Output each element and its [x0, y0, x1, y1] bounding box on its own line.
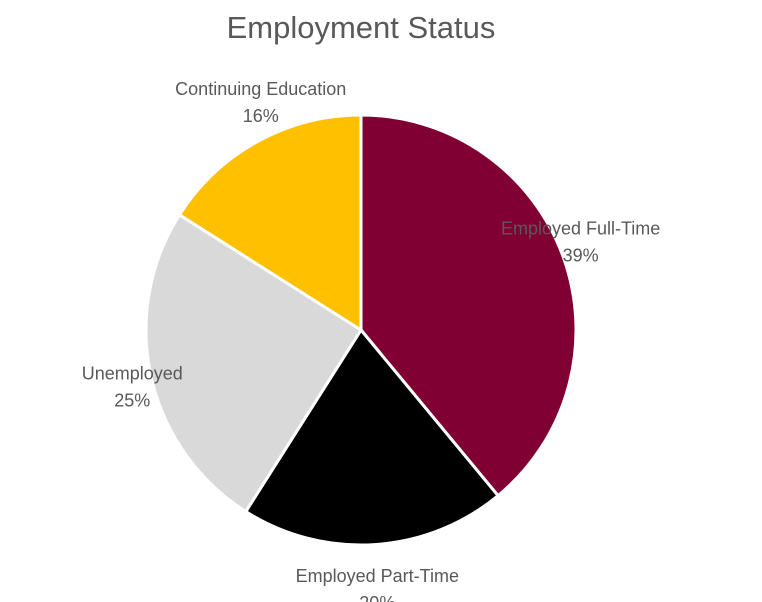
slice-label: Continuing Education [175, 79, 346, 99]
slice-label: Unemployed [82, 363, 183, 383]
slice-value-label: 25% [114, 390, 150, 410]
slice-label: Employed Full-Time [501, 219, 660, 239]
slice-value-label: 39% [563, 246, 599, 266]
pie-slice [177, 113, 363, 333]
slice-value-label: 20% [359, 593, 395, 602]
pie-slice [359, 113, 578, 498]
chart-title: Employment Status [227, 10, 496, 45]
slice-label: Employed Part-Time [296, 566, 459, 586]
pie-slice [144, 212, 364, 514]
slice-value-label: 16% [243, 106, 279, 126]
pie-slice [243, 327, 501, 547]
